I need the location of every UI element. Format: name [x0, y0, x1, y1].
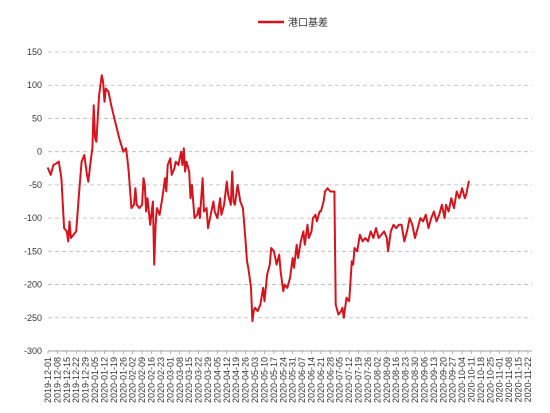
x-tick-label: 2020-06-28 [325, 357, 335, 403]
x-tick-label: 2020-06-14 [307, 357, 317, 403]
x-tick-label: 2020-06-07 [297, 357, 307, 403]
x-tick-label: 2020-11-01 [495, 357, 505, 402]
y-tick-label: 100 [27, 80, 42, 90]
legend: 港口基差 [258, 16, 328, 29]
x-tick-label: 2020-11-08 [504, 357, 514, 402]
x-tick-label: 2020-07-05 [335, 357, 345, 403]
x-tick-label: 2020-03-08 [175, 357, 185, 403]
x-tick-label: 2020-02-09 [137, 357, 147, 403]
y-tick-label: -150 [24, 246, 42, 256]
y-tick-label: 50 [32, 113, 42, 123]
x-tick-label: 2020-01-05 [90, 357, 100, 403]
y-tick-label: -50 [29, 180, 42, 190]
x-tick-label: 2020-05-17 [269, 357, 279, 403]
x-tick-label: 2020-09-27 [448, 357, 458, 403]
x-tick-label: 2020-02-16 [147, 357, 157, 403]
x-tick-label: 2020-07-19 [354, 357, 364, 403]
x-tick-label: 2020-04-12 [222, 357, 232, 403]
x-tick-label: 2019-12-15 [62, 357, 72, 403]
x-tick-label: 2020-07-26 [363, 357, 373, 403]
x-tick-label: 2020-10-11 [467, 357, 477, 402]
x-tick-label: 2020-10-18 [476, 357, 486, 403]
x-tick-label: 2020-04-26 [241, 357, 251, 403]
grid-lines [48, 51, 532, 352]
x-tick-label: 2020-03-29 [203, 357, 213, 403]
x-tick-label: 2020-02-23 [156, 357, 166, 403]
x-tick-label: 2020-03-15 [184, 357, 194, 403]
series-line [47, 74, 470, 323]
x-tick-label: 2019-12-29 [81, 357, 91, 403]
x-tick-label: 2020-03-01 [165, 357, 175, 403]
x-tick-label: 2020-10-25 [485, 357, 495, 403]
y-tick-label: -300 [24, 346, 42, 356]
x-tick-label: 2020-01-19 [109, 357, 119, 403]
x-tick-label: 2020-09-06 [419, 357, 429, 403]
x-tick-label: 2020-05-03 [250, 357, 260, 403]
x-axis: 2019-12-01 2019-12-08 2019-12-15 2019-12-22… [43, 350, 533, 403]
x-tick-label: 2020-05-24 [278, 357, 288, 403]
x-tick-label: 2019-12-08 [52, 357, 62, 403]
legend-label: 港口基差 [288, 16, 328, 29]
x-tick-label: 2020-11-22 [523, 357, 533, 402]
x-tick-label: 2020-09-13 [429, 357, 439, 403]
x-tick-label: 2020-01-26 [118, 357, 128, 403]
x-tick-label: 2020-02-02 [128, 357, 138, 403]
y-tick-label: 0 [37, 147, 42, 157]
x-tick-label: 2020-04-05 [212, 357, 222, 403]
x-tick-label: 2020-08-09 [382, 357, 392, 403]
x-tick-label: 2020-06-21 [316, 357, 326, 403]
y-axis: 150 100 50 0 -50 -100 -150 -200 -250 -300 [24, 47, 42, 356]
x-tick-label: 2019-12-01 [43, 357, 53, 403]
y-tick-label: -200 [24, 280, 42, 290]
x-tick-label: 2020-04-19 [231, 357, 241, 403]
x-tick-label: 2020-08-23 [401, 357, 411, 403]
x-tick-label: 2020-07-12 [344, 357, 354, 403]
x-tick-label: 2020-11-15 [514, 357, 524, 402]
y-tick-label: 150 [27, 47, 42, 57]
series-layer [47, 74, 470, 323]
x-tick-label: 2020-03-22 [194, 357, 204, 403]
x-tick-label: 2020-08-02 [372, 357, 382, 403]
x-tick-label: 2020-01-12 [99, 357, 109, 403]
x-tick-label: 2020-10-04 [457, 357, 467, 403]
x-tick-label: 2020-05-31 [288, 357, 298, 403]
x-tick-label: 2020-08-30 [410, 357, 420, 403]
y-tick-label: -250 [24, 313, 42, 323]
x-tick-label: 2019-12-22 [71, 357, 81, 403]
x-tick-label: 2020-09-20 [438, 357, 448, 403]
y-tick-label: -100 [24, 213, 42, 223]
x-tick-label: 2020-05-10 [259, 357, 269, 403]
x-tick-label: 2020-08-16 [391, 357, 401, 403]
